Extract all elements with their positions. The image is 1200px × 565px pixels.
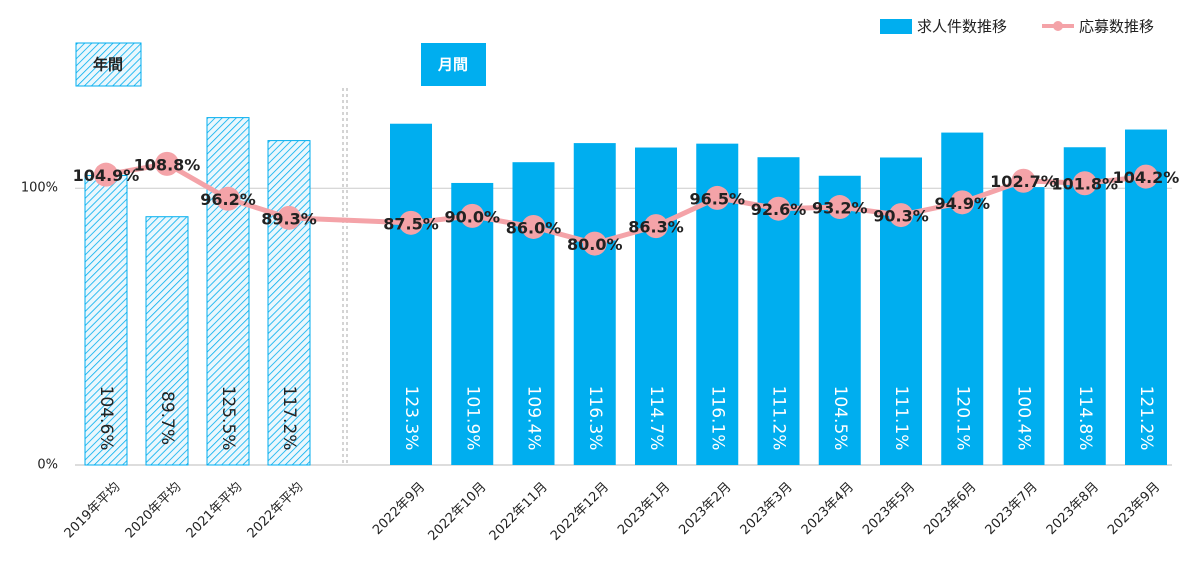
bar — [206, 117, 250, 466]
line-value-label: 80.0% — [567, 235, 623, 254]
line-marker — [216, 186, 240, 211]
y-tick-label: 100% — [21, 181, 58, 196]
bar — [84, 174, 128, 466]
x-tick-label: 2022年9月 — [370, 480, 428, 538]
line-marker — [827, 195, 852, 220]
bar-value-label: 100.4% — [1014, 386, 1034, 451]
bar-value-label: 114.7% — [646, 386, 666, 451]
line-marker — [94, 162, 118, 187]
x-tick-label: 2023年2月 — [676, 480, 734, 538]
bar-value-label: 111.2% — [769, 386, 789, 451]
bar-value-label: 116.3% — [585, 386, 605, 451]
line-marker — [521, 214, 546, 239]
x-tick-label: 2023年8月 — [1044, 480, 1102, 538]
bar — [818, 175, 861, 466]
x-tick-label: 2022年11月 — [487, 480, 551, 544]
x-tick-label: 2022年10月 — [425, 480, 489, 544]
bar — [573, 143, 616, 466]
x-tick-label: 2023年4月 — [799, 480, 857, 538]
x-tick-label: 2023年1月 — [615, 480, 673, 538]
line-marker — [399, 210, 423, 235]
line-value-label: 90.3% — [873, 207, 929, 226]
line-marker — [950, 190, 975, 215]
line-value-label: 89.3% — [261, 209, 317, 228]
line-marker — [582, 231, 607, 256]
bar — [145, 216, 189, 466]
line-value-label: 94.9% — [934, 194, 990, 213]
line-value-label: 87.5% — [383, 214, 439, 233]
line-value-label: 96.2% — [200, 190, 256, 209]
x-tick-label: 2022年12月 — [548, 480, 612, 544]
line-value-label: 86.3% — [628, 218, 684, 237]
bar-value-label: 120.1% — [952, 386, 972, 451]
x-tick-label: 2023年7月 — [983, 480, 1041, 538]
line-marker — [1072, 171, 1097, 196]
legend-label: 求人件数推移 — [917, 18, 1007, 36]
legend-swatch — [1053, 21, 1063, 31]
bar — [267, 140, 311, 466]
legend-label: 応募数推移 — [1079, 18, 1154, 36]
bar-value-label: 114.8% — [1075, 386, 1095, 451]
line-value-label: 90.0% — [444, 207, 500, 226]
line-marker — [889, 203, 913, 228]
section-box — [75, 42, 142, 87]
bar — [390, 123, 432, 466]
bar-value-label: 109.4% — [524, 386, 544, 451]
bar — [941, 132, 984, 465]
line-marker — [1011, 168, 1036, 193]
line-marker — [460, 203, 485, 228]
x-tick-label: 2023年9月 — [1105, 480, 1163, 538]
bar-value-label: 117.2% — [279, 386, 299, 451]
bar-value-label: 125.5% — [218, 386, 238, 451]
bar — [1002, 187, 1045, 465]
x-tick-label: 2023年3月 — [738, 480, 796, 538]
legend-swatch — [880, 19, 912, 34]
bar — [512, 162, 555, 466]
line-value-label: 104.2% — [1113, 168, 1180, 187]
bar-value-label: 101.9% — [462, 386, 482, 451]
x-tick-label: 2019年平均 — [62, 480, 124, 542]
line-value-label: 86.0% — [506, 218, 562, 237]
bar-value-label: 104.5% — [830, 386, 850, 451]
x-tick-label: 2022年平均 — [245, 480, 307, 542]
bar-value-label: 121.2% — [1136, 386, 1156, 451]
line-marker — [1134, 164, 1158, 189]
line-value-label: 101.8% — [1051, 175, 1118, 194]
line-value-label: 96.5% — [689, 189, 745, 208]
x-tick-label: 2023年5月 — [860, 480, 918, 538]
x-tick-label: 2021年平均 — [184, 480, 246, 542]
line-value-label: 93.2% — [812, 199, 868, 218]
section-label: 月間 — [437, 56, 468, 74]
line-marker — [155, 151, 179, 176]
bar-value-label: 111.1% — [891, 386, 911, 451]
line-marker — [644, 214, 668, 239]
bar — [635, 147, 677, 465]
bar — [451, 182, 494, 465]
section-box — [421, 43, 486, 86]
bar-value-label: 123.3% — [401, 386, 421, 451]
line-marker — [277, 205, 301, 230]
bar — [1063, 147, 1106, 465]
bar-value-label: 116.1% — [707, 386, 727, 451]
line-marker — [766, 196, 791, 221]
x-tick-label: 2023年6月 — [921, 480, 979, 538]
x-tick-label: 2020年平均 — [123, 480, 185, 542]
bar-value-label: 104.6% — [96, 386, 116, 451]
line-value-label: 102.7% — [990, 172, 1057, 191]
section-label: 年間 — [93, 56, 123, 74]
line-value-label: 92.6% — [751, 200, 807, 219]
y-tick-label: 0% — [37, 458, 58, 473]
line-value-label: 108.8% — [134, 155, 201, 174]
bar-value-label: 89.7% — [157, 391, 177, 445]
line-marker — [705, 185, 730, 210]
line-value-label: 104.9% — [73, 166, 140, 185]
